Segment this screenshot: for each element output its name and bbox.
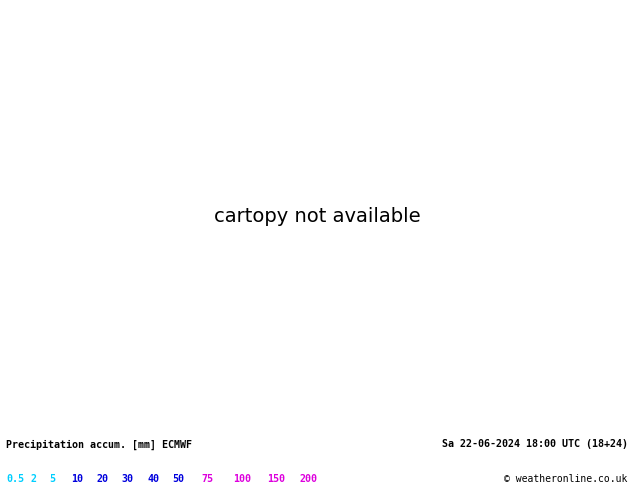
Text: 2: 2 bbox=[30, 474, 36, 484]
Text: 0.5: 0.5 bbox=[6, 474, 24, 484]
Text: 100: 100 bbox=[233, 474, 251, 484]
Text: 30: 30 bbox=[122, 474, 134, 484]
Text: 150: 150 bbox=[268, 474, 285, 484]
Text: 10: 10 bbox=[71, 474, 83, 484]
Text: © weatheronline.co.uk: © weatheronline.co.uk bbox=[504, 474, 628, 484]
Text: 40: 40 bbox=[147, 474, 159, 484]
Text: Sa 22-06-2024 18:00 UTC (18+24): Sa 22-06-2024 18:00 UTC (18+24) bbox=[442, 439, 628, 449]
Text: 200: 200 bbox=[299, 474, 317, 484]
Text: 50: 50 bbox=[172, 474, 184, 484]
Text: 20: 20 bbox=[96, 474, 108, 484]
Text: cartopy not available: cartopy not available bbox=[214, 207, 420, 226]
Text: 5: 5 bbox=[49, 474, 55, 484]
Text: 75: 75 bbox=[202, 474, 214, 484]
Text: Precipitation accum. [mm] ECMWF: Precipitation accum. [mm] ECMWF bbox=[6, 439, 192, 449]
